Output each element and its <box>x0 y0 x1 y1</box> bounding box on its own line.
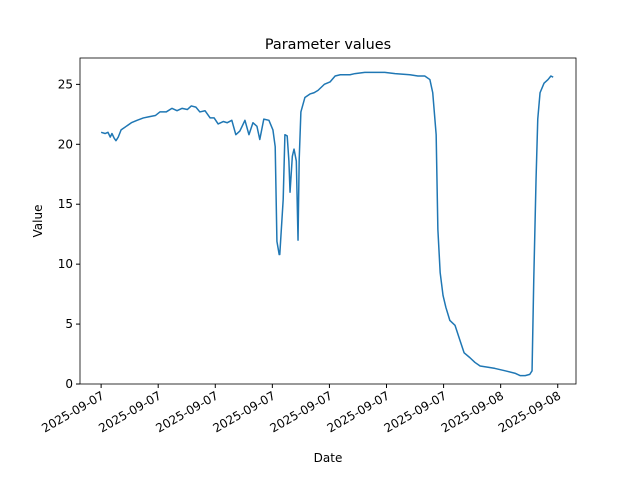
x-tick-label: 2025-09-08 <box>496 388 563 435</box>
y-tick-label: 15 <box>58 197 73 211</box>
x-tick-label: 2025-09-07 <box>39 388 106 435</box>
data-line <box>100 71 554 377</box>
x-tick-label: 2025-09-07 <box>210 388 277 435</box>
y-axis-label: Value <box>31 205 45 238</box>
x-tick-label: 2025-09-07 <box>96 388 163 435</box>
y-tick-label: 25 <box>58 77 73 91</box>
chart-title: Parameter values <box>265 37 391 53</box>
y-tick-label: 5 <box>65 317 73 331</box>
x-axis-label: Date <box>314 451 343 465</box>
x-tick-label: 2025-09-07 <box>153 388 220 435</box>
x-tick-label: 2025-09-08 <box>439 388 506 435</box>
x-tick-label: 2025-09-07 <box>325 388 392 435</box>
plot-frame <box>79 57 577 385</box>
x-tick-label: 2025-09-07 <box>382 388 449 435</box>
y-tick-label: 10 <box>58 257 73 271</box>
x-tick-label: 2025-09-07 <box>268 388 335 435</box>
y-tick-label: 20 <box>58 137 73 151</box>
y-tick-label: 0 <box>65 377 73 391</box>
